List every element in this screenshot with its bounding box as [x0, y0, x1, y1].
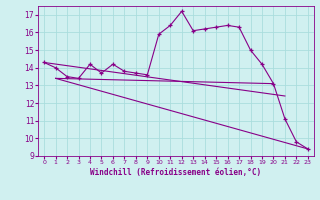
X-axis label: Windchill (Refroidissement éolien,°C): Windchill (Refroidissement éolien,°C)	[91, 168, 261, 177]
